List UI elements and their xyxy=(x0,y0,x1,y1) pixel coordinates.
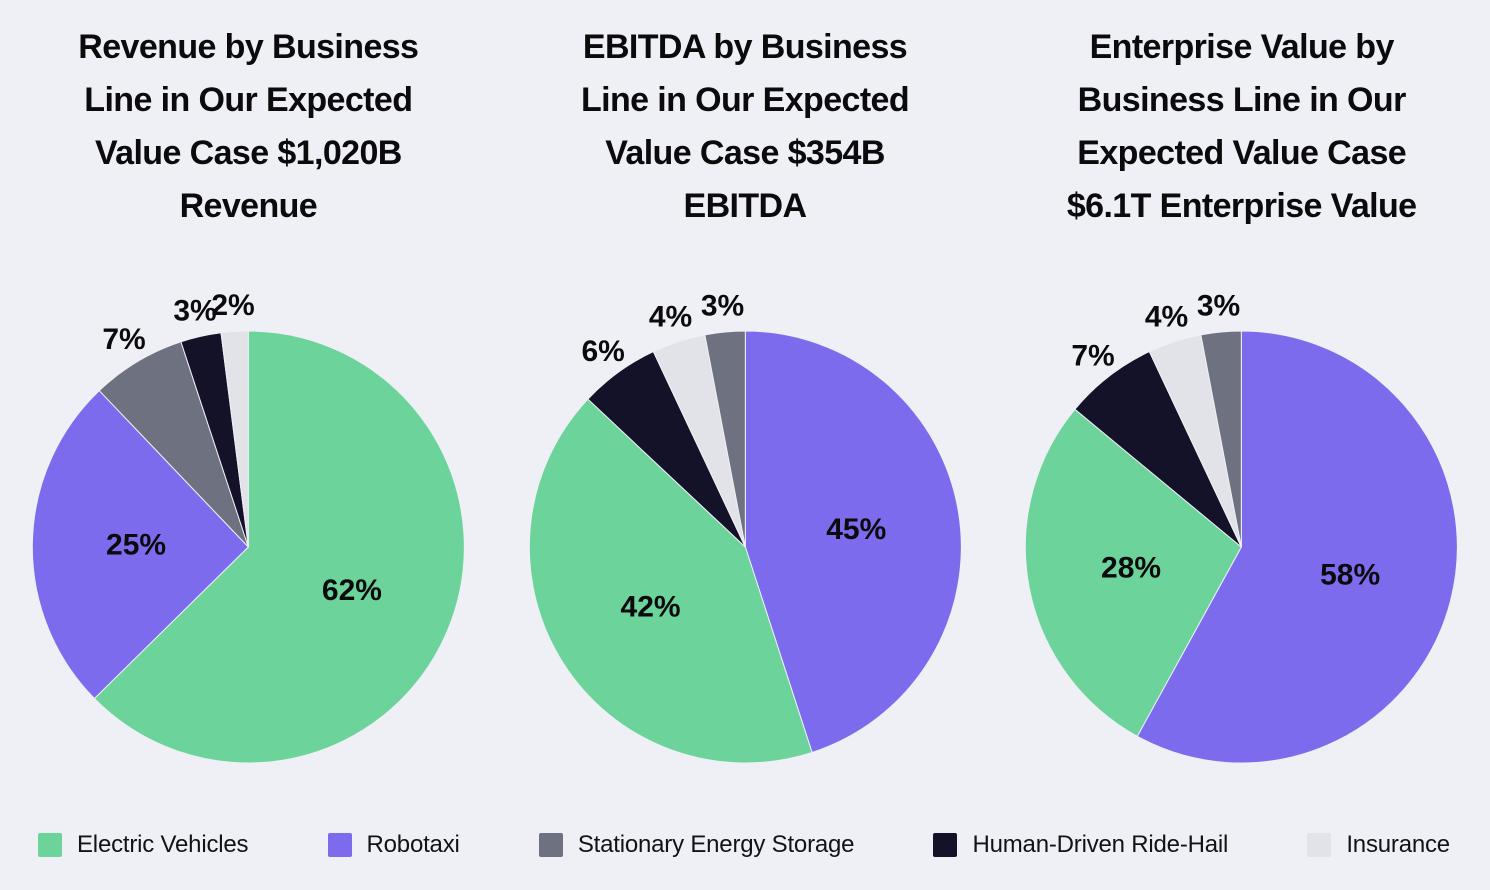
enterprise-value-pie-section: Enterprise Value by Business Line in Our… xyxy=(993,0,1490,764)
slice-percentage-label: 3% xyxy=(701,290,744,323)
legend-item-human-driven-ride-hail: Human-Driven Ride-Hail xyxy=(933,831,1228,859)
legend-label: Stationary Energy Storage xyxy=(577,831,855,858)
revenue-pie-title: Revenue by Business Line in Our Expected… xyxy=(78,28,419,225)
slice-percentage-label: 4% xyxy=(649,300,692,333)
slice-percentage-label: 45% xyxy=(826,513,886,546)
legend-swatch-robotaxi xyxy=(327,833,352,857)
legend-swatch-human-driven-ride-hail xyxy=(933,833,958,857)
pie-slice-electric-vehicles xyxy=(1025,408,1243,737)
chart-legend: Electric Vehicles Robotaxi Stationary En… xyxy=(38,820,1450,870)
ebitda-pie-title: EBITDA by Business Line in Our Expected … xyxy=(580,28,910,225)
legend-swatch-insurance xyxy=(1307,833,1332,857)
slice-percentage-label: 25% xyxy=(106,529,166,562)
slice-percentage-label: 4% xyxy=(1145,300,1188,333)
legend-item-robotaxi: Robotaxi xyxy=(327,831,460,859)
slice-percentage-label: 62% xyxy=(322,574,382,607)
pie-slice-stationary-energy-storage xyxy=(703,330,746,548)
enterprise-value-pie-chart: 58% 28% 7% 4% 3% xyxy=(1025,290,1459,764)
slice-percentage-label: 28% xyxy=(1101,552,1161,585)
slice-percentage-label: 2% xyxy=(211,289,254,322)
legend-item-insurance: Insurance xyxy=(1307,831,1450,859)
pie-slice-robotaxi xyxy=(1136,330,1459,764)
slice-percentage-label: 7% xyxy=(1072,339,1115,372)
pie-slice-insurance xyxy=(220,330,249,548)
pie-slice-stationary-energy-storage xyxy=(1200,330,1243,548)
pie-slice-electric-vehicles xyxy=(528,398,813,764)
slice-percentage-label: 42% xyxy=(620,591,680,624)
ebitda-pie-chart: 45% 42% 6% 4% 3% xyxy=(528,290,962,764)
slice-percentage-label: 7% xyxy=(102,323,145,356)
enterprise-value-pie-title: Enterprise Value by Business Line in Our… xyxy=(1066,28,1417,225)
slice-percentage-label: 3% xyxy=(1197,290,1240,323)
revenue-pie-section: Revenue by Business Line in Our Expected… xyxy=(0,0,497,764)
slice-percentage-label: 3% xyxy=(173,295,216,328)
legend-item-stationary-energy-storage: Stationary Energy Storage xyxy=(538,831,855,859)
revenue-pie-chart: 62% 25% 7% 3%2% xyxy=(31,289,465,764)
pie-slice-robotaxi xyxy=(31,389,250,700)
pie-slice-electric-vehicles xyxy=(93,330,465,764)
legend-label: Robotaxi xyxy=(366,831,460,858)
legend-item-electric-vehicles: Electric Vehicles xyxy=(38,831,249,859)
pie-slice-robotaxi xyxy=(744,330,962,754)
legend-label: Electric Vehicles xyxy=(77,831,249,858)
legend-label: Human-Driven Ride-Hail xyxy=(972,831,1229,858)
slice-percentage-label: 58% xyxy=(1320,558,1380,591)
legend-swatch-electric-vehicles xyxy=(38,833,62,857)
pie-charts-row: Revenue by Business Line in Our Expected… xyxy=(0,0,1490,764)
ebitda-pie-section: EBITDA by Business Line in Our Expected … xyxy=(497,0,994,764)
legend-swatch-stationary-energy-storage xyxy=(538,833,563,857)
legend-label: Insurance xyxy=(1346,831,1450,858)
slice-percentage-label: 6% xyxy=(581,335,624,368)
